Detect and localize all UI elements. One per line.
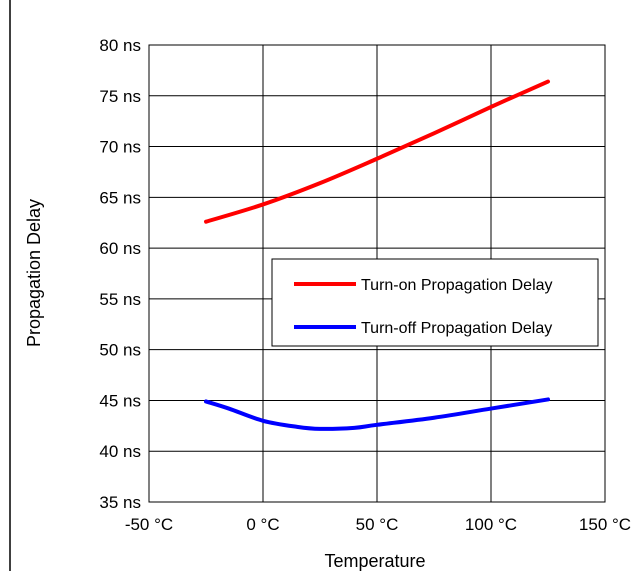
turn-off-delay-line [204, 397, 550, 431]
y-tick-label: 60 ns [99, 239, 141, 258]
legend-label-turn-off: Turn-off Propagation Delay [361, 320, 552, 337]
y-tick-label: 40 ns [99, 442, 141, 461]
y-tick-label: 75 ns [99, 87, 141, 106]
legend-box [271, 258, 599, 347]
y-tick-label: 50 ns [99, 341, 141, 360]
x-axis-tick-labels: -50 °C 0 °C 50 °C 100 °C 150 °C [125, 515, 631, 534]
y-tick-label: 70 ns [99, 138, 141, 157]
x-tick-label: -50 °C [125, 515, 173, 534]
x-axis-title: Temperature [324, 551, 425, 571]
turn-on-delay-line [204, 79, 550, 224]
x-tick-label: 100 °C [465, 515, 517, 534]
y-tick-label: 55 ns [99, 290, 141, 309]
y-tick-label: 35 ns [99, 493, 141, 512]
x-tick-label: 0 °C [246, 515, 279, 534]
y-tick-label: 45 ns [99, 391, 141, 410]
x-tick-label: 50 °C [356, 515, 399, 534]
legend: Turn-on Propagation Delay Turn-off Propa… [271, 258, 599, 347]
y-tick-label: 65 ns [99, 188, 141, 207]
y-axis-title: Propagation Delay [24, 199, 44, 347]
series-lines [204, 79, 550, 431]
y-axis-tick-labels: 35 ns 40 ns 45 ns 50 ns 55 ns 60 ns 65 ns 70 ns… [99, 36, 141, 512]
y-tick-label: 80 ns [99, 36, 141, 55]
x-tick-label: 150 °C [579, 515, 631, 534]
legend-label-turn-on: Turn-on Propagation Delay [361, 277, 553, 294]
